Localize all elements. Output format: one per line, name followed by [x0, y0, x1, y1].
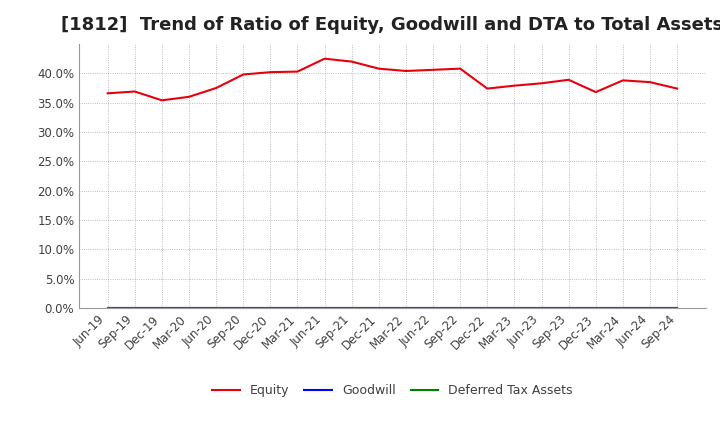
- Deferred Tax Assets: [212, 305, 220, 311]
- Equity: [266, 70, 275, 75]
- Equity: [348, 59, 356, 64]
- Equity: [456, 66, 464, 71]
- Goodwill: [320, 305, 329, 311]
- Deferred Tax Assets: [537, 305, 546, 311]
- Goodwill: [348, 305, 356, 311]
- Line: Equity: Equity: [108, 59, 677, 100]
- Title: [1812]  Trend of Ratio of Equity, Goodwill and DTA to Total Assets: [1812] Trend of Ratio of Equity, Goodwil…: [61, 16, 720, 34]
- Deferred Tax Assets: [374, 305, 383, 311]
- Goodwill: [483, 305, 492, 311]
- Goodwill: [456, 305, 464, 311]
- Deferred Tax Assets: [158, 305, 166, 311]
- Deferred Tax Assets: [456, 305, 464, 311]
- Equity: [428, 67, 437, 73]
- Equity: [130, 89, 139, 94]
- Equity: [185, 94, 194, 99]
- Equity: [510, 83, 518, 88]
- Goodwill: [428, 305, 437, 311]
- Goodwill: [239, 305, 248, 311]
- Goodwill: [266, 305, 275, 311]
- Equity: [564, 77, 573, 82]
- Goodwill: [537, 305, 546, 311]
- Deferred Tax Assets: [402, 305, 410, 311]
- Deferred Tax Assets: [591, 305, 600, 311]
- Goodwill: [646, 305, 654, 311]
- Goodwill: [672, 305, 681, 311]
- Equity: [374, 66, 383, 71]
- Equity: [239, 72, 248, 77]
- Deferred Tax Assets: [510, 305, 518, 311]
- Deferred Tax Assets: [672, 305, 681, 311]
- Deferred Tax Assets: [293, 305, 302, 311]
- Goodwill: [104, 305, 112, 311]
- Deferred Tax Assets: [130, 305, 139, 311]
- Goodwill: [618, 305, 627, 311]
- Deferred Tax Assets: [618, 305, 627, 311]
- Equity: [402, 68, 410, 73]
- Deferred Tax Assets: [428, 305, 437, 311]
- Equity: [591, 89, 600, 95]
- Deferred Tax Assets: [646, 305, 654, 311]
- Deferred Tax Assets: [348, 305, 356, 311]
- Deferred Tax Assets: [320, 305, 329, 311]
- Deferred Tax Assets: [239, 305, 248, 311]
- Equity: [483, 86, 492, 91]
- Deferred Tax Assets: [185, 305, 194, 311]
- Goodwill: [293, 305, 302, 311]
- Deferred Tax Assets: [104, 305, 112, 311]
- Deferred Tax Assets: [564, 305, 573, 311]
- Equity: [618, 78, 627, 83]
- Goodwill: [185, 305, 194, 311]
- Equity: [212, 85, 220, 91]
- Equity: [320, 56, 329, 61]
- Deferred Tax Assets: [483, 305, 492, 311]
- Goodwill: [130, 305, 139, 311]
- Deferred Tax Assets: [266, 305, 275, 311]
- Equity: [104, 91, 112, 96]
- Goodwill: [591, 305, 600, 311]
- Equity: [672, 86, 681, 91]
- Equity: [293, 69, 302, 74]
- Equity: [646, 80, 654, 85]
- Goodwill: [374, 305, 383, 311]
- Goodwill: [158, 305, 166, 311]
- Equity: [537, 81, 546, 86]
- Legend: Equity, Goodwill, Deferred Tax Assets: Equity, Goodwill, Deferred Tax Assets: [207, 379, 577, 402]
- Goodwill: [510, 305, 518, 311]
- Goodwill: [212, 305, 220, 311]
- Goodwill: [564, 305, 573, 311]
- Goodwill: [402, 305, 410, 311]
- Equity: [158, 98, 166, 103]
